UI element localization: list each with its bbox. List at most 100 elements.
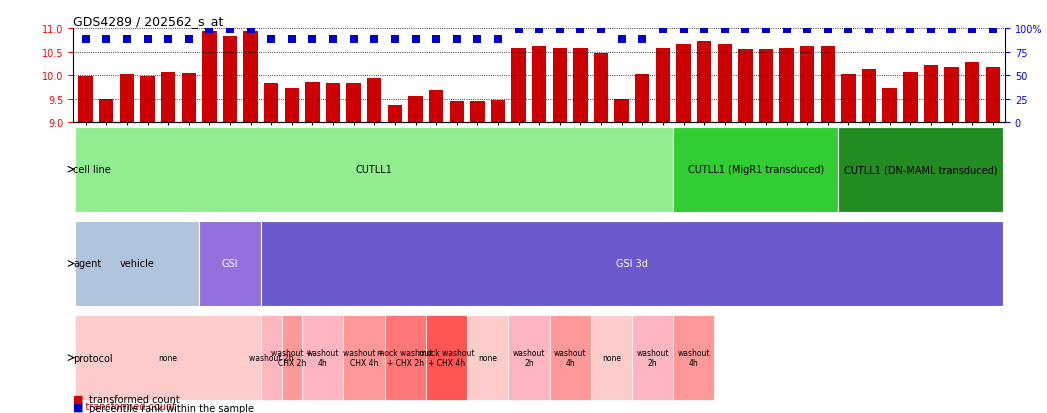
Text: none: none xyxy=(602,353,621,362)
Point xyxy=(98,37,115,43)
FancyBboxPatch shape xyxy=(426,316,467,400)
Text: mock washout
+ CHX 4h: mock washout + CHX 4h xyxy=(419,348,474,368)
Bar xyxy=(99,100,113,123)
Point xyxy=(284,37,300,43)
FancyBboxPatch shape xyxy=(839,128,1003,212)
Bar xyxy=(79,77,93,123)
Point xyxy=(201,26,218,33)
Bar xyxy=(636,75,649,123)
Bar xyxy=(717,45,732,123)
Point xyxy=(448,37,465,43)
Bar xyxy=(119,75,134,123)
Text: GSI 3d: GSI 3d xyxy=(616,259,648,269)
Bar xyxy=(573,49,587,123)
Bar xyxy=(449,102,464,123)
Bar xyxy=(429,91,443,123)
Bar xyxy=(140,77,155,123)
Point xyxy=(758,26,775,33)
Point xyxy=(428,37,445,43)
Bar xyxy=(800,47,815,123)
Bar xyxy=(367,79,381,123)
Point xyxy=(943,26,960,33)
Bar xyxy=(553,49,567,123)
FancyBboxPatch shape xyxy=(384,316,426,400)
Bar xyxy=(202,32,217,123)
FancyBboxPatch shape xyxy=(75,221,199,306)
Point xyxy=(614,37,630,43)
FancyBboxPatch shape xyxy=(199,221,261,306)
Bar xyxy=(532,47,547,123)
FancyBboxPatch shape xyxy=(261,221,1003,306)
Text: GDS4289 / 202562_s_at: GDS4289 / 202562_s_at xyxy=(73,15,224,28)
Point xyxy=(654,26,671,33)
Bar xyxy=(470,102,485,123)
Point xyxy=(716,26,733,33)
Text: washout
2h: washout 2h xyxy=(637,348,669,368)
Bar xyxy=(264,84,279,123)
FancyBboxPatch shape xyxy=(303,316,343,400)
Point xyxy=(346,37,362,43)
Text: none: none xyxy=(159,353,178,362)
Text: vehicle: vehicle xyxy=(119,259,155,269)
Bar xyxy=(408,97,423,123)
Bar xyxy=(326,84,340,123)
FancyBboxPatch shape xyxy=(632,316,673,400)
Bar xyxy=(655,49,670,123)
FancyBboxPatch shape xyxy=(673,128,839,212)
Point xyxy=(242,26,259,33)
Text: mock washout
+ CHX 2h: mock washout + CHX 2h xyxy=(378,348,433,368)
Text: cell line: cell line xyxy=(73,165,111,175)
Text: washout
4h: washout 4h xyxy=(307,348,339,368)
Bar xyxy=(285,89,299,123)
Bar xyxy=(985,68,1000,123)
Point xyxy=(799,26,816,33)
Text: ■: ■ xyxy=(73,402,84,412)
Text: ■ transformed count: ■ transformed count xyxy=(73,401,176,411)
Point xyxy=(407,37,424,43)
Point xyxy=(325,37,341,43)
Point xyxy=(469,37,486,43)
Text: CUTLL1 (MigR1 transduced): CUTLL1 (MigR1 transduced) xyxy=(688,165,824,175)
Bar xyxy=(223,37,238,123)
Bar xyxy=(243,32,258,123)
Bar xyxy=(883,88,897,123)
Point xyxy=(386,37,403,43)
Point xyxy=(984,26,1001,33)
Point xyxy=(675,26,692,33)
Bar xyxy=(862,70,876,123)
Point xyxy=(118,37,135,43)
Bar xyxy=(491,101,506,123)
Point xyxy=(572,26,588,33)
Text: CUTLL1 (DN-MAML transduced): CUTLL1 (DN-MAML transduced) xyxy=(844,165,998,175)
Point xyxy=(490,37,507,43)
Text: agent: agent xyxy=(73,259,102,269)
Point xyxy=(820,26,837,33)
Text: CUTLL1: CUTLL1 xyxy=(356,165,393,175)
Bar xyxy=(615,100,629,123)
Bar xyxy=(779,49,794,123)
Point xyxy=(139,37,156,43)
Point xyxy=(901,26,918,33)
Point xyxy=(304,37,320,43)
Text: washout
2h: washout 2h xyxy=(513,348,545,368)
Bar xyxy=(738,50,753,123)
Text: ■: ■ xyxy=(73,394,84,404)
FancyBboxPatch shape xyxy=(75,128,673,212)
FancyBboxPatch shape xyxy=(343,316,384,400)
Point xyxy=(840,26,856,33)
Bar xyxy=(676,45,691,123)
Point xyxy=(263,37,280,43)
FancyBboxPatch shape xyxy=(591,316,632,400)
Bar xyxy=(841,75,855,123)
Point xyxy=(180,37,197,43)
FancyBboxPatch shape xyxy=(550,316,591,400)
Text: percentile rank within the sample: percentile rank within the sample xyxy=(89,403,254,413)
Bar xyxy=(306,83,319,123)
Bar xyxy=(697,42,711,123)
Bar xyxy=(181,74,196,123)
Bar xyxy=(161,73,175,123)
Bar xyxy=(944,68,959,123)
Text: washout
4h: washout 4h xyxy=(554,348,586,368)
Text: none: none xyxy=(478,353,497,362)
Text: washout +
CHX 2h: washout + CHX 2h xyxy=(271,348,312,368)
